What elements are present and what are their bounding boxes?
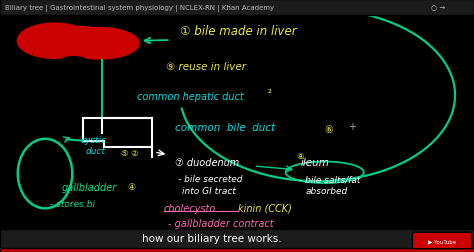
- Text: cholecysto: cholecysto: [164, 203, 216, 213]
- Text: - bile secreted: - bile secreted: [178, 174, 242, 183]
- Text: absorbed: absorbed: [306, 186, 348, 195]
- Text: ○ →: ○ →: [431, 5, 446, 11]
- Text: - bile salts/fat: - bile salts/fat: [299, 174, 360, 183]
- Text: kinin (CCK): kinin (CCK): [238, 203, 292, 213]
- Text: - gallbladder contract: - gallbladder contract: [168, 218, 274, 228]
- Text: ▶ YouTube: ▶ YouTube: [428, 238, 456, 243]
- Text: ① bile made in liver: ① bile made in liver: [180, 25, 297, 38]
- FancyBboxPatch shape: [0, 248, 474, 252]
- Text: into GI tract: into GI tract: [182, 186, 237, 195]
- Text: duct: duct: [85, 147, 105, 156]
- Text: ileum: ileum: [301, 158, 330, 168]
- Text: gallbladder: gallbladder: [62, 183, 117, 193]
- Text: ²: ²: [268, 88, 272, 98]
- Text: - stores bi: - stores bi: [50, 200, 95, 209]
- Text: cystic: cystic: [81, 135, 107, 144]
- Text: ⑨ reuse in liver: ⑨ reuse in liver: [166, 62, 246, 72]
- Text: ⑦ duodenum: ⑦ duodenum: [175, 158, 240, 168]
- Text: +: +: [348, 121, 356, 131]
- Text: common  bile  duct: common bile duct: [175, 122, 275, 132]
- Ellipse shape: [59, 57, 88, 67]
- Ellipse shape: [33, 26, 118, 59]
- Ellipse shape: [59, 28, 140, 60]
- Text: ④: ④: [127, 182, 135, 192]
- FancyBboxPatch shape: [412, 232, 472, 249]
- Text: common hepatic duct: common hepatic duct: [137, 92, 244, 102]
- Text: ⑧: ⑧: [296, 152, 304, 161]
- FancyBboxPatch shape: [0, 0, 474, 16]
- Text: how our biliary tree works.: how our biliary tree works.: [142, 233, 282, 243]
- Text: ⑥: ⑥: [325, 125, 333, 135]
- FancyBboxPatch shape: [0, 229, 474, 252]
- Ellipse shape: [17, 23, 92, 60]
- Text: ⑤ ②: ⑤ ②: [121, 148, 138, 157]
- Text: Biliary tree | Gastrointestinal system physiology | NCLEX-RN | Khan Academy: Biliary tree | Gastrointestinal system p…: [5, 5, 274, 12]
